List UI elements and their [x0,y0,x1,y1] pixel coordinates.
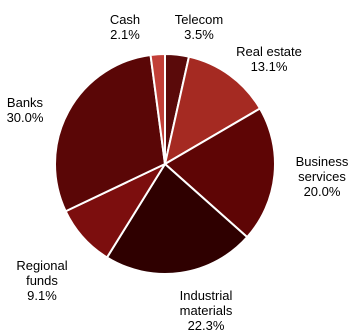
slice-value-business-services: 20.0% [304,184,341,199]
slice-label-industrial-materials: Industrial materials 22.3% [180,288,233,331]
slice-label-regional-funds: Regional funds 9.1% [16,258,67,303]
slice-label-cash: Cash 2.1% [110,12,140,42]
slice-label-real-estate: Real estate 13.1% [236,44,302,74]
pie-slice-real-estate [164,55,261,165]
slice-value-telecom: 3.5% [184,27,214,42]
pie-slice-business-services [164,107,276,239]
slice-value-real-estate: 13.1% [251,59,288,74]
slice-value-regional-funds: 9.1% [27,288,57,303]
slice-value-industrial-materials: 22.3% [188,318,225,331]
pie-slice-banks [54,53,166,213]
slice-name-regional-funds: funds [26,273,58,288]
slice-name-real-estate: Real estate [236,44,302,59]
slice-name-telecom: Telecom [175,12,223,27]
slice-name-cash: Cash [110,12,140,27]
pie-slice-industrial-materials [105,163,249,275]
slice-name-regional-funds: Regional [16,258,67,273]
slice-value-cash: 2.1% [110,27,140,42]
slice-name-industrial-materials: Industrial [180,288,233,303]
slice-label-telecom: Telecom 3.5% [175,12,223,42]
pie-slice-cash [149,52,166,165]
slice-label-banks: Banks 30.0% [7,95,44,125]
slice-name-business-services: services [298,169,346,184]
slice-name-business-services: Business [296,154,349,169]
slice-name-industrial-materials: materials [180,303,233,318]
slice-value-banks: 30.0% [7,110,44,125]
slice-name-banks: Banks [7,95,44,110]
slice-label-business-services: Business services 20.0% [296,154,349,199]
